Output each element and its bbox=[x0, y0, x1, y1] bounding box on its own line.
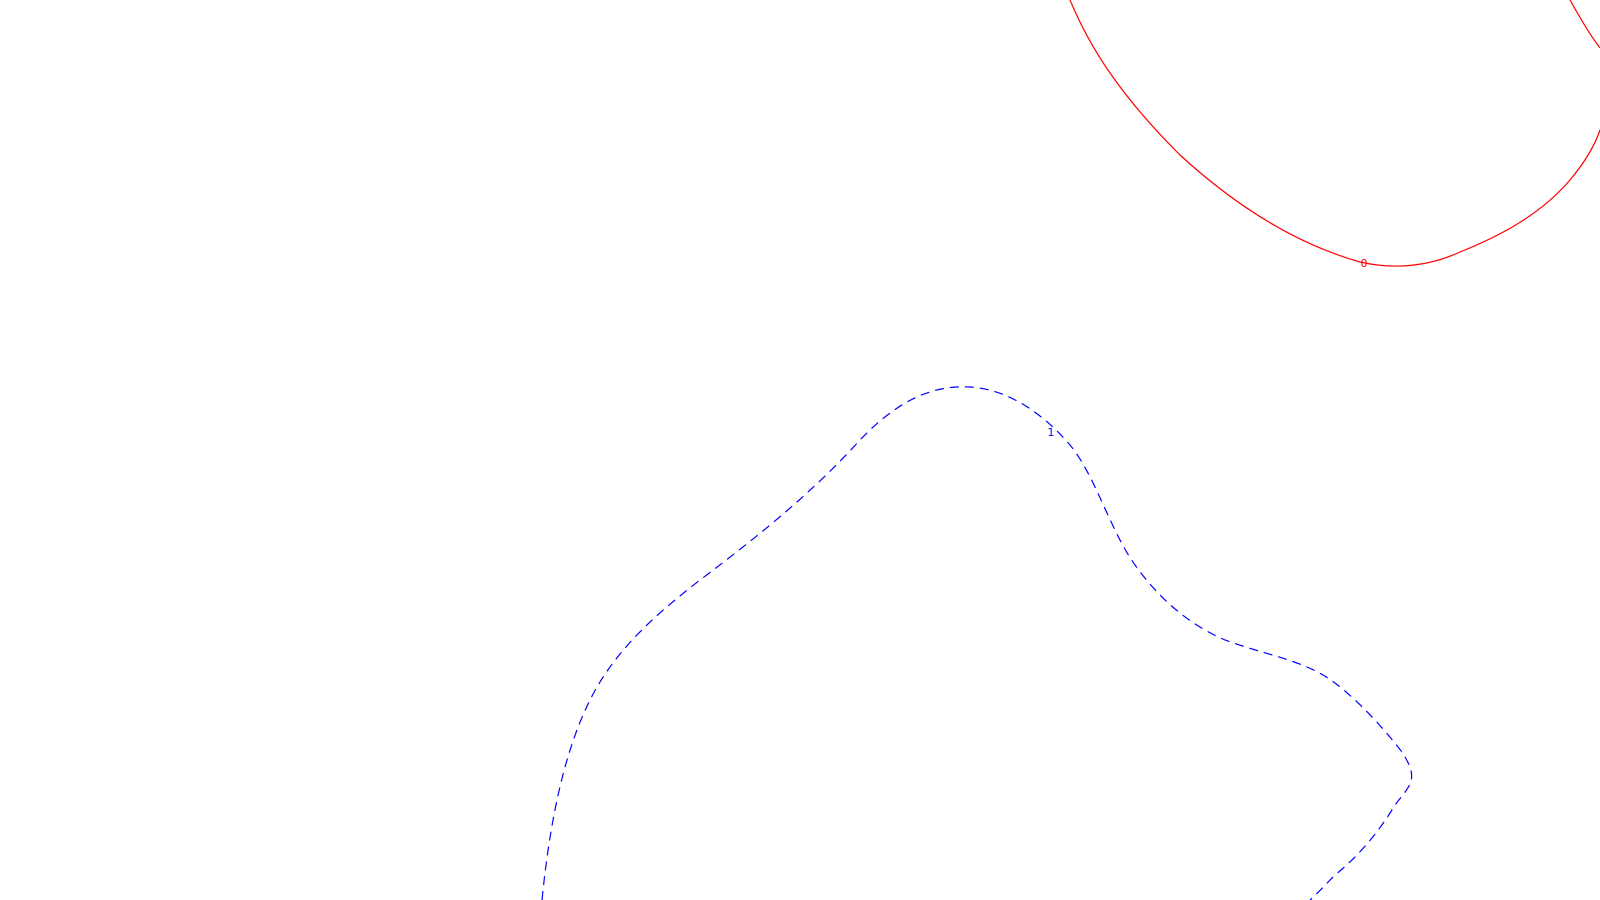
contour-label-level-0: 0 bbox=[1361, 257, 1368, 270]
contour-line-level-1 bbox=[541, 386, 1413, 900]
contour-label-level-1: 1 bbox=[1048, 426, 1055, 439]
contour-line-level-0 bbox=[1069, 0, 1600, 267]
